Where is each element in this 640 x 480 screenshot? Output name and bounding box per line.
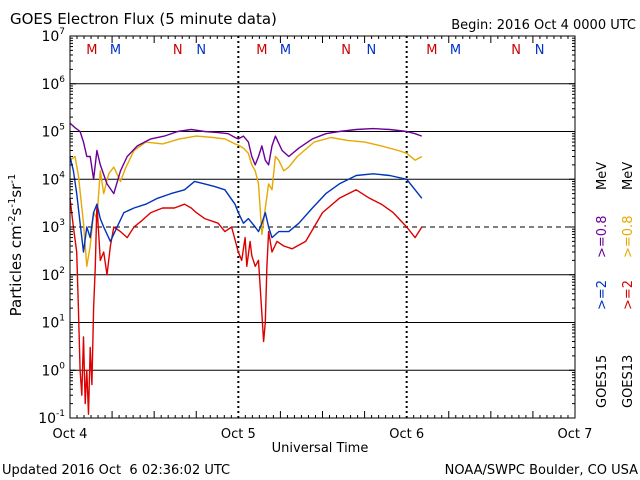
legend: GOES15 >=2 >=0.8 MeV GOES13 >=2 >=0.8 Me… xyxy=(595,162,636,408)
y-tick-label: 10-1 xyxy=(38,409,65,427)
x-tick-label: Oct 5 xyxy=(221,427,256,442)
x-tick-label: Oct 4 xyxy=(53,427,88,442)
chart-title: GOES Electron Flux (5 minute data) xyxy=(10,10,277,28)
orbit-marker: N xyxy=(511,43,521,58)
series-lines xyxy=(69,122,423,415)
x-tick-label: Oct 6 xyxy=(389,427,424,442)
y-axis-label-base: Particles cm xyxy=(7,225,25,316)
y-ticks: 10-1 100 101 102 103 104 105 106 107 xyxy=(38,27,575,427)
y-axis-label-exp1: -2 xyxy=(7,215,18,225)
legend-goes13-ge08: >=0.8 xyxy=(621,216,636,258)
source-credit: NOAA/SWPC Boulder, CO USA xyxy=(445,463,638,478)
series-line xyxy=(69,189,423,415)
y-tick-label: 101 xyxy=(41,314,65,332)
y-tick-label: 106 xyxy=(41,75,65,93)
y-axis-label: Particles cm-2s-1sr-1 xyxy=(7,174,25,317)
grid xyxy=(70,35,575,419)
x-axis-label: Universal Time xyxy=(272,441,369,456)
y-tick-label: 103 xyxy=(41,218,65,236)
y-axis-label-exp2: -1 xyxy=(7,198,18,208)
series-line xyxy=(69,135,423,267)
orbit-marker: M xyxy=(86,43,97,58)
legend-mev-goes15: MeV xyxy=(595,162,610,190)
series-line xyxy=(69,122,423,195)
y-tick-label: 107 xyxy=(41,27,65,45)
orbit-marker: N xyxy=(341,43,351,58)
y-tick-label: 104 xyxy=(41,170,65,188)
legend-mev-goes13: MeV xyxy=(621,162,636,190)
legend-goes13: GOES13 xyxy=(621,355,636,408)
orbit-marker: M xyxy=(450,43,461,58)
orbit-marker: M xyxy=(256,43,267,58)
legend-goes15-ge08: >=0.8 xyxy=(595,216,610,258)
orbit-marker: N xyxy=(535,43,545,58)
y-tick-label: 100 xyxy=(41,361,65,379)
updated-timestamp: Updated 2016 Oct 6 02:36:02 UTC xyxy=(2,463,230,478)
x-ticks: Oct 4 Oct 5 Oct 6 Oct 7 xyxy=(53,36,593,442)
legend-goes13-ge2: >=2 xyxy=(621,280,636,310)
y-axis-label-exp3: -1 xyxy=(7,174,18,184)
orbit-marker: M xyxy=(280,43,291,58)
y-axis-label-s: s xyxy=(7,207,25,215)
orbit-marker: N xyxy=(196,43,206,58)
orbit-marker: N xyxy=(366,43,376,58)
y-tick-label: 102 xyxy=(41,266,65,284)
x-tick-label: Oct 7 xyxy=(558,427,593,442)
orbit-marker: M xyxy=(426,43,437,58)
series-line xyxy=(69,156,423,253)
orbit-marker: N xyxy=(173,43,183,58)
y-tick-label: 105 xyxy=(41,123,65,141)
y-axis-label-sr: sr xyxy=(7,183,25,198)
legend-goes15: GOES15 xyxy=(595,355,610,408)
orbit-marker: M xyxy=(110,43,121,58)
begin-label: Begin: 2016 Oct 4 0000 UTC xyxy=(451,18,636,33)
legend-goes15-ge2: >=2 xyxy=(595,280,610,310)
